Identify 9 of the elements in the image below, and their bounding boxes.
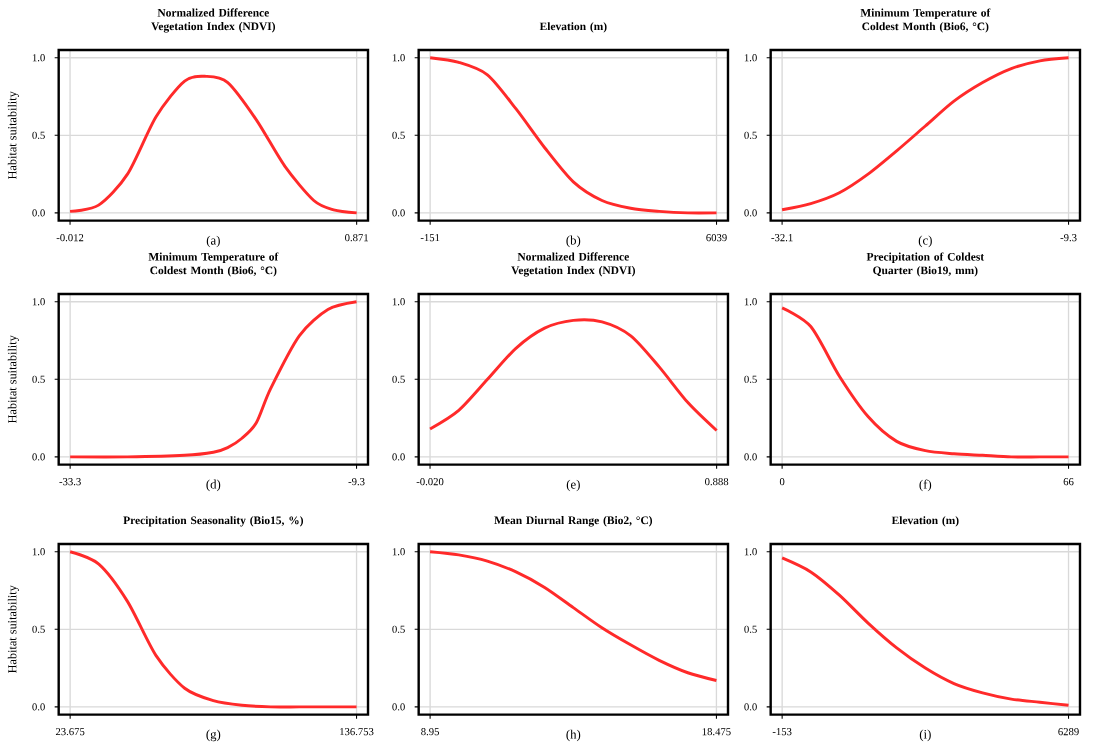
line-series (68, 550, 359, 709)
line-series (68, 300, 359, 459)
line-series (68, 74, 359, 215)
line-series (780, 56, 1071, 212)
line-series (428, 550, 718, 682)
line-series (780, 556, 1070, 707)
line-series (428, 56, 718, 215)
line-series (428, 318, 719, 432)
line-series (780, 306, 1070, 459)
